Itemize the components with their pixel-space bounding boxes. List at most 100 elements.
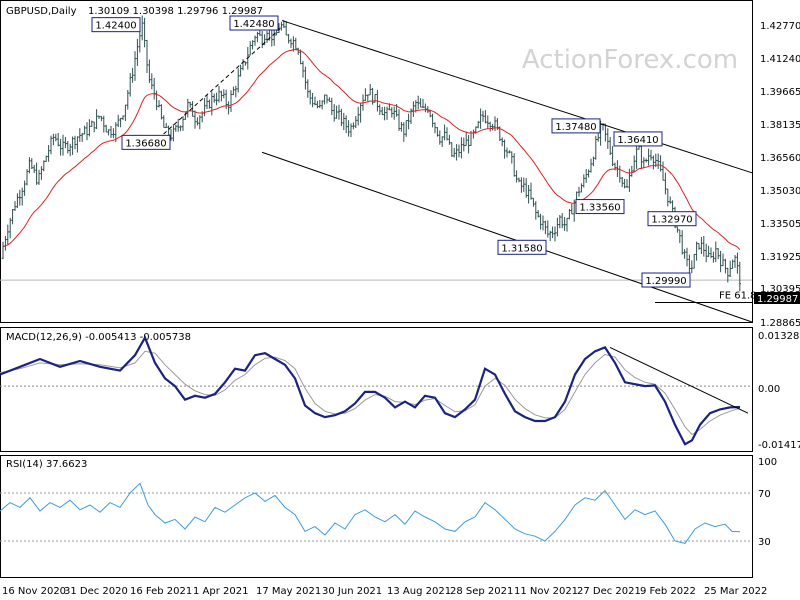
ohlc-bar — [354, 116, 357, 129]
ohlc-bar — [534, 201, 537, 220]
price-label-text: 1.33560 — [579, 203, 620, 214]
ohlc-bar — [546, 220, 549, 238]
date-x-axis: 16 Nov 2020 31 Dec 2020 16 Feb 2021 1 Ap… — [2, 586, 767, 597]
date-tick-label: 16 Feb 2021 — [130, 586, 192, 597]
ohlc-bar — [23, 180, 26, 196]
ohlc-bar — [239, 64, 242, 77]
ohlc-bar — [131, 67, 134, 83]
ohlc-bar — [731, 259, 734, 269]
ohlc-bar — [520, 177, 523, 193]
ohlc-bar — [54, 133, 57, 142]
ohlc-bar — [342, 112, 345, 131]
ohlc-bar — [220, 90, 223, 102]
ohlc-bar — [373, 93, 377, 103]
ohlc-bar — [421, 98, 425, 109]
ohlc-bar — [385, 106, 389, 120]
ohlc-bar — [234, 85, 237, 98]
ohlc-bar — [337, 104, 341, 120]
ohlc-bar — [551, 226, 554, 239]
ohlc-bar — [397, 109, 401, 131]
price-tick-label: 1.35030 — [760, 186, 800, 197]
ohlc-bar — [37, 169, 41, 185]
ohlc-bar — [527, 184, 530, 204]
ohlc-bar — [172, 124, 175, 142]
ohlc-bar — [477, 121, 480, 129]
macd-trend-line — [609, 346, 749, 414]
macd-tick-label: -0.014173 — [758, 440, 800, 451]
ohlc-bar — [285, 20, 288, 36]
ohlc-bar — [143, 17, 146, 48]
ohlc-bar — [609, 137, 612, 156]
ohlc-bar — [419, 98, 422, 108]
ohlc-bar — [148, 59, 151, 83]
ohlc-bar — [676, 226, 679, 233]
ohlc-bar — [196, 117, 199, 126]
ohlc-bar — [11, 209, 14, 225]
rsi-y-axis: 100 70 30 — [758, 457, 777, 548]
ohlc-bar — [18, 189, 21, 206]
fe-618-label: FE 61.8 — [719, 290, 757, 301]
ohlc-bar — [503, 139, 506, 159]
price-label-text: 1.31580 — [501, 243, 542, 254]
ohlc-bar — [90, 120, 93, 127]
ohlc-bar — [570, 203, 573, 215]
ohlc-bar — [633, 155, 636, 172]
ohlc-bar — [481, 110, 485, 122]
ohlc-bar — [369, 83, 372, 96]
ohlc-bar — [88, 119, 91, 137]
macd-y-axis: 0.01328 0.00 -0.014173 — [758, 331, 800, 451]
ohlc-bar — [366, 94, 369, 102]
ohlc-bar — [685, 247, 689, 267]
ohlc-bar — [244, 61, 247, 66]
price-label-box — [551, 118, 601, 134]
ohlc-bar — [66, 140, 69, 154]
ohlc-bar — [647, 148, 650, 166]
ohlc-bar — [417, 95, 420, 110]
ohlc-bar — [237, 68, 240, 93]
ohlc-bar — [117, 114, 120, 128]
ohlc-bar — [594, 135, 597, 160]
macd-header: MACD(12,26,9) -0.005413 -0.005738 — [6, 332, 191, 343]
ohlc-bar — [71, 136, 74, 155]
ohlc-bar — [733, 255, 737, 268]
date-tick-label: 31 Dec 2020 — [64, 586, 128, 597]
ohlc-bar — [649, 149, 653, 161]
ohlc-bar — [150, 73, 153, 90]
macd-tick-label: 0.00 — [758, 384, 780, 395]
ohlc-bar — [390, 107, 393, 118]
ohlc-bar — [707, 245, 710, 257]
ohlc-bar — [441, 136, 444, 147]
ohlc-bar — [85, 122, 89, 141]
ohlc-bar — [357, 106, 360, 126]
price-label-text: 1.36680 — [125, 138, 166, 149]
ohlc-bar — [121, 115, 125, 121]
moving-average-line — [2, 49, 741, 250]
price-label-text: 1.32970 — [651, 215, 692, 226]
ohlc-bar — [693, 253, 696, 269]
ohlc-bar — [666, 188, 669, 207]
ohlc-bar — [174, 124, 177, 132]
ohlc-bar — [453, 147, 456, 158]
rsi-plot-area — [0, 482, 752, 544]
ohlc-bar — [28, 157, 31, 174]
ohlc-bar — [83, 125, 86, 135]
ohlc-bar — [661, 161, 665, 181]
price-tick-label: 1.30395 — [760, 284, 800, 295]
ohlc-bar — [208, 99, 211, 109]
ohlc-bar — [690, 260, 693, 274]
price-label-box — [121, 134, 171, 150]
ohlc-bar — [102, 115, 105, 133]
ohlc-bar — [541, 215, 545, 231]
ohlc-bar — [455, 144, 458, 161]
price-label: 1.33560 — [575, 199, 625, 215]
price-tick-label: 1.42770 — [760, 21, 800, 32]
ohlc-bar — [510, 151, 513, 164]
ohlc-bar — [525, 178, 528, 198]
ohlc-bar — [724, 258, 727, 274]
ohlc-bar — [709, 247, 713, 259]
ohlc-bar — [467, 134, 470, 154]
ohlc-bar — [450, 142, 453, 157]
price-label-box — [91, 17, 141, 33]
ohlc-bar — [383, 106, 386, 121]
ohlc-bar — [35, 162, 38, 185]
